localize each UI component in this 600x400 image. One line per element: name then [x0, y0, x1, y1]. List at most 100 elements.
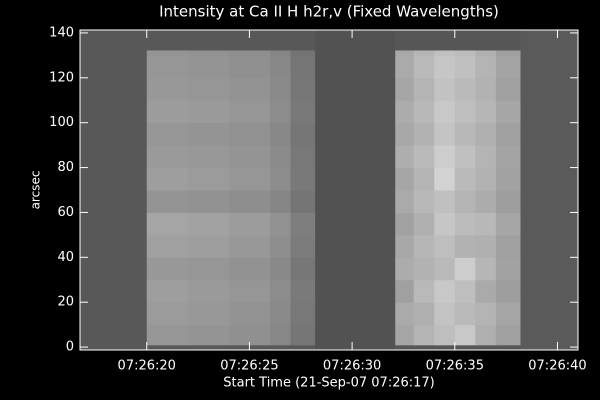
heatmap-cell: [80, 344, 148, 351]
heatmap-cell: [475, 55, 497, 79]
y-axis-label: arcsec: [29, 171, 43, 210]
heatmap-cell: [269, 30, 291, 51]
heatmap-cell: [454, 344, 476, 351]
heatmap-cell: [495, 77, 521, 101]
heatmap-cell: [495, 344, 521, 351]
heatmap-cell: [495, 212, 521, 236]
heatmap-cell: [290, 302, 316, 326]
x-axis-label: Start Time (21-Sep-07 07:26:17): [223, 376, 434, 391]
heatmap-cell: [315, 167, 396, 191]
heatmap-cell: [187, 344, 230, 351]
heatmap-cell: [475, 30, 497, 51]
heatmap-cell: [187, 279, 230, 303]
heatmap-cell: [315, 122, 396, 146]
heatmap-cell: [395, 49, 415, 56]
heatmap-cell: [395, 100, 415, 124]
heatmap-cell: [434, 55, 456, 79]
heatmap-cell: [146, 279, 189, 303]
heatmap-cell: [187, 190, 230, 213]
heatmap-cell: [495, 302, 521, 326]
heatmap-cell: [269, 234, 291, 258]
heatmap-cell: [434, 145, 456, 169]
heatmap-cell: [413, 190, 435, 213]
heatmap-cell: [80, 234, 148, 258]
heatmap-cell: [80, 302, 148, 326]
heatmap-cell: [146, 190, 189, 213]
heatmap-cell: [475, 257, 497, 281]
heatmap-cell: [520, 190, 579, 213]
heatmap-cell: [80, 145, 148, 169]
y-tick-label: 20: [57, 295, 74, 310]
heatmap-cell: [187, 234, 230, 258]
heatmap-cell: [413, 344, 435, 351]
heatmap-cell: [475, 100, 497, 124]
heatmap-cell: [434, 190, 456, 213]
heatmap-cell: [290, 30, 316, 51]
heatmap-cell: [187, 145, 230, 169]
heatmap-cell: [495, 30, 521, 51]
heatmap-cell: [520, 49, 579, 56]
heatmap-cell: [290, 344, 316, 351]
heatmap-cell: [475, 145, 497, 169]
heatmap-cell: [187, 257, 230, 281]
y-tick-label: 80: [57, 160, 74, 175]
heatmap-cell: [146, 77, 189, 101]
heatmap-cell: [146, 344, 189, 351]
x-tick-label: 07:26:25: [220, 359, 278, 374]
heatmap-cell: [454, 100, 476, 124]
heatmap-cell: [413, 30, 435, 51]
heatmap-cell: [187, 77, 230, 101]
heatmap-cell: [228, 49, 271, 56]
heatmap-cell: [269, 77, 291, 101]
heatmap-cell: [454, 212, 476, 236]
heatmap-cell: [520, 279, 579, 303]
heatmap-cell: [80, 324, 148, 346]
heatmap-cell: [315, 55, 396, 79]
heatmap-cell: [146, 324, 189, 346]
heatmap-cell: [520, 100, 579, 124]
heatmap-cell: [395, 234, 415, 258]
heatmap-cell: [269, 190, 291, 213]
heatmap-cell: [228, 30, 271, 51]
heatmap-cell: [520, 167, 579, 191]
heatmap-cell: [495, 55, 521, 79]
heatmap-cell: [495, 257, 521, 281]
heatmap-cell: [395, 167, 415, 191]
heatmap-cell: [454, 122, 476, 146]
heatmap-cell: [80, 55, 148, 79]
plot-frame: [79, 29, 579, 351]
heatmap-cell: [395, 212, 415, 236]
heatmap-cell: [413, 49, 435, 56]
y-tick-label: 100: [49, 115, 74, 130]
x-tick-label: 07:26:40: [528, 359, 586, 374]
heatmap-cell: [495, 145, 521, 169]
heatmap-cell: [80, 212, 148, 236]
heatmap-cell: [454, 77, 476, 101]
heatmap-cell: [395, 122, 415, 146]
heatmap-cell: [475, 77, 497, 101]
heatmap-cell: [315, 145, 396, 169]
heatmap-cell: [434, 30, 456, 51]
heatmap-cell: [413, 100, 435, 124]
heatmap-cell: [413, 145, 435, 169]
heatmap-cell: [315, 279, 396, 303]
heatmap-cell: [475, 344, 497, 351]
heatmap-cell: [454, 324, 476, 346]
heatmap-cell: [315, 49, 396, 56]
heatmap-cell: [315, 190, 396, 213]
heatmap-cell: [495, 279, 521, 303]
heatmap-cell: [290, 324, 316, 346]
heatmap-cell: [80, 77, 148, 101]
heatmap-cell: [475, 302, 497, 326]
heatmap-cell: [413, 257, 435, 281]
heatmap-cell: [290, 145, 316, 169]
heatmap-cell: [454, 279, 476, 303]
heatmap-cell: [495, 167, 521, 191]
heatmap-cell: [475, 167, 497, 191]
heatmap-cell: [187, 212, 230, 236]
heatmap-cell: [315, 30, 396, 51]
heatmap-cell: [146, 167, 189, 191]
heatmap-cell: [413, 234, 435, 258]
heatmap-cell: [290, 234, 316, 258]
heatmap-cell: [315, 100, 396, 124]
